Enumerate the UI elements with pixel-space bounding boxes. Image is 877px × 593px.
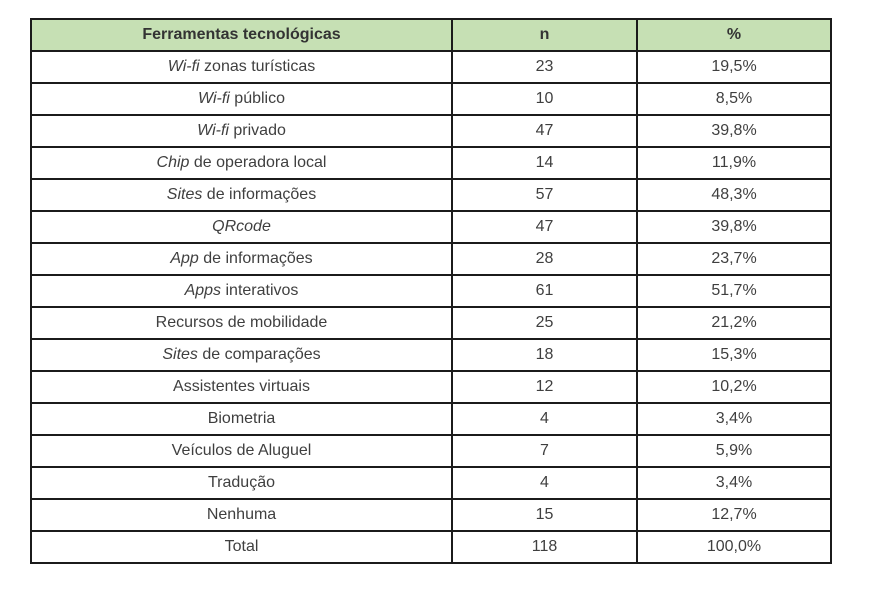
n-cell: 18 [451,338,638,372]
table-row: Tradução 4 3,4% [30,466,832,500]
tool-label-cell: Assistentes virtuais [30,370,453,404]
n-cell: 47 [451,114,638,148]
pct-cell: 5,9% [636,434,832,468]
tool-label-cell: Wi-fi zonas turísticas [30,50,453,84]
pct-cell: 39,8% [636,210,832,244]
n-cell: 118 [451,530,638,564]
pct-cell: 51,7% [636,274,832,308]
pct-cell: 100,0% [636,530,832,564]
n-cell: 61 [451,274,638,308]
tool-label-cell: Chip de operadora local [30,146,453,180]
pct-cell: 11,9% [636,146,832,180]
table-row: Nenhuma 15 12,7% [30,498,832,532]
tool-label-cell: Sites de comparações [30,338,453,372]
pct-cell: 39,8% [636,114,832,148]
table-row: Assistentes virtuais 12 10,2% [30,370,832,404]
pct-cell: 3,4% [636,466,832,500]
tool-label-cell: Nenhuma [30,498,453,532]
pct-cell: 15,3% [636,338,832,372]
n-cell: 57 [451,178,638,212]
n-cell: 10 [451,82,638,116]
col-header-pct: % [636,18,832,52]
frequency-table: Ferramentas tecnológicas n % Wi-fi zonas… [30,18,832,564]
pct-cell: 48,3% [636,178,832,212]
table-row: Recursos de mobilidade 25 21,2% [30,306,832,340]
tool-label-cell: Total [30,530,453,564]
n-cell: 4 [451,466,638,500]
tool-label-cell: Wi-fi público [30,82,453,116]
tool-label-cell: Recursos de mobilidade [30,306,453,340]
tool-label-cell: Wi-fi privado [30,114,453,148]
pct-cell: 19,5% [636,50,832,84]
n-cell: 7 [451,434,638,468]
tool-label-cell: Tradução [30,466,453,500]
pct-cell: 10,2% [636,370,832,404]
n-cell: 14 [451,146,638,180]
pct-cell: 3,4% [636,402,832,436]
n-cell: 4 [451,402,638,436]
tool-label-cell: Sites de informações [30,178,453,212]
col-header-ferramentas: Ferramentas tecnológicas [30,18,453,52]
table-row: Chip de operadora local 14 11,9% [30,146,832,180]
table-row: Apps interativos 61 51,7% [30,274,832,308]
tool-label-cell: App de informações [30,242,453,276]
n-cell: 15 [451,498,638,532]
tool-label-cell: Biometria [30,402,453,436]
table-row: Sites de informações 57 48,3% [30,178,832,212]
pct-cell: 8,5% [636,82,832,116]
table-row: Sites de comparações 18 15,3% [30,338,832,372]
table-row: Wi-fi privado 47 39,8% [30,114,832,148]
pct-cell: 12,7% [636,498,832,532]
table-row: Biometria 4 3,4% [30,402,832,436]
n-cell: 47 [451,210,638,244]
table-row: QRcode 47 39,8% [30,210,832,244]
pct-cell: 23,7% [636,242,832,276]
table-row: App de informações 28 23,7% [30,242,832,276]
col-header-n: n [451,18,638,52]
n-cell: 12 [451,370,638,404]
pct-cell: 21,2% [636,306,832,340]
tool-label-cell: Apps interativos [30,274,453,308]
n-cell: 23 [451,50,638,84]
tool-label-cell: Veículos de Aluguel [30,434,453,468]
n-cell: 28 [451,242,638,276]
table-row: Wi-fi zonas turísticas 23 19,5% [30,50,832,84]
table-row-total: Total 118 100,0% [30,530,832,564]
n-cell: 25 [451,306,638,340]
tool-label-cell: QRcode [30,210,453,244]
table-row: Wi-fi público 10 8,5% [30,82,832,116]
table-row: Veículos de Aluguel 7 5,9% [30,434,832,468]
table-header-row: Ferramentas tecnológicas n % [30,18,832,52]
